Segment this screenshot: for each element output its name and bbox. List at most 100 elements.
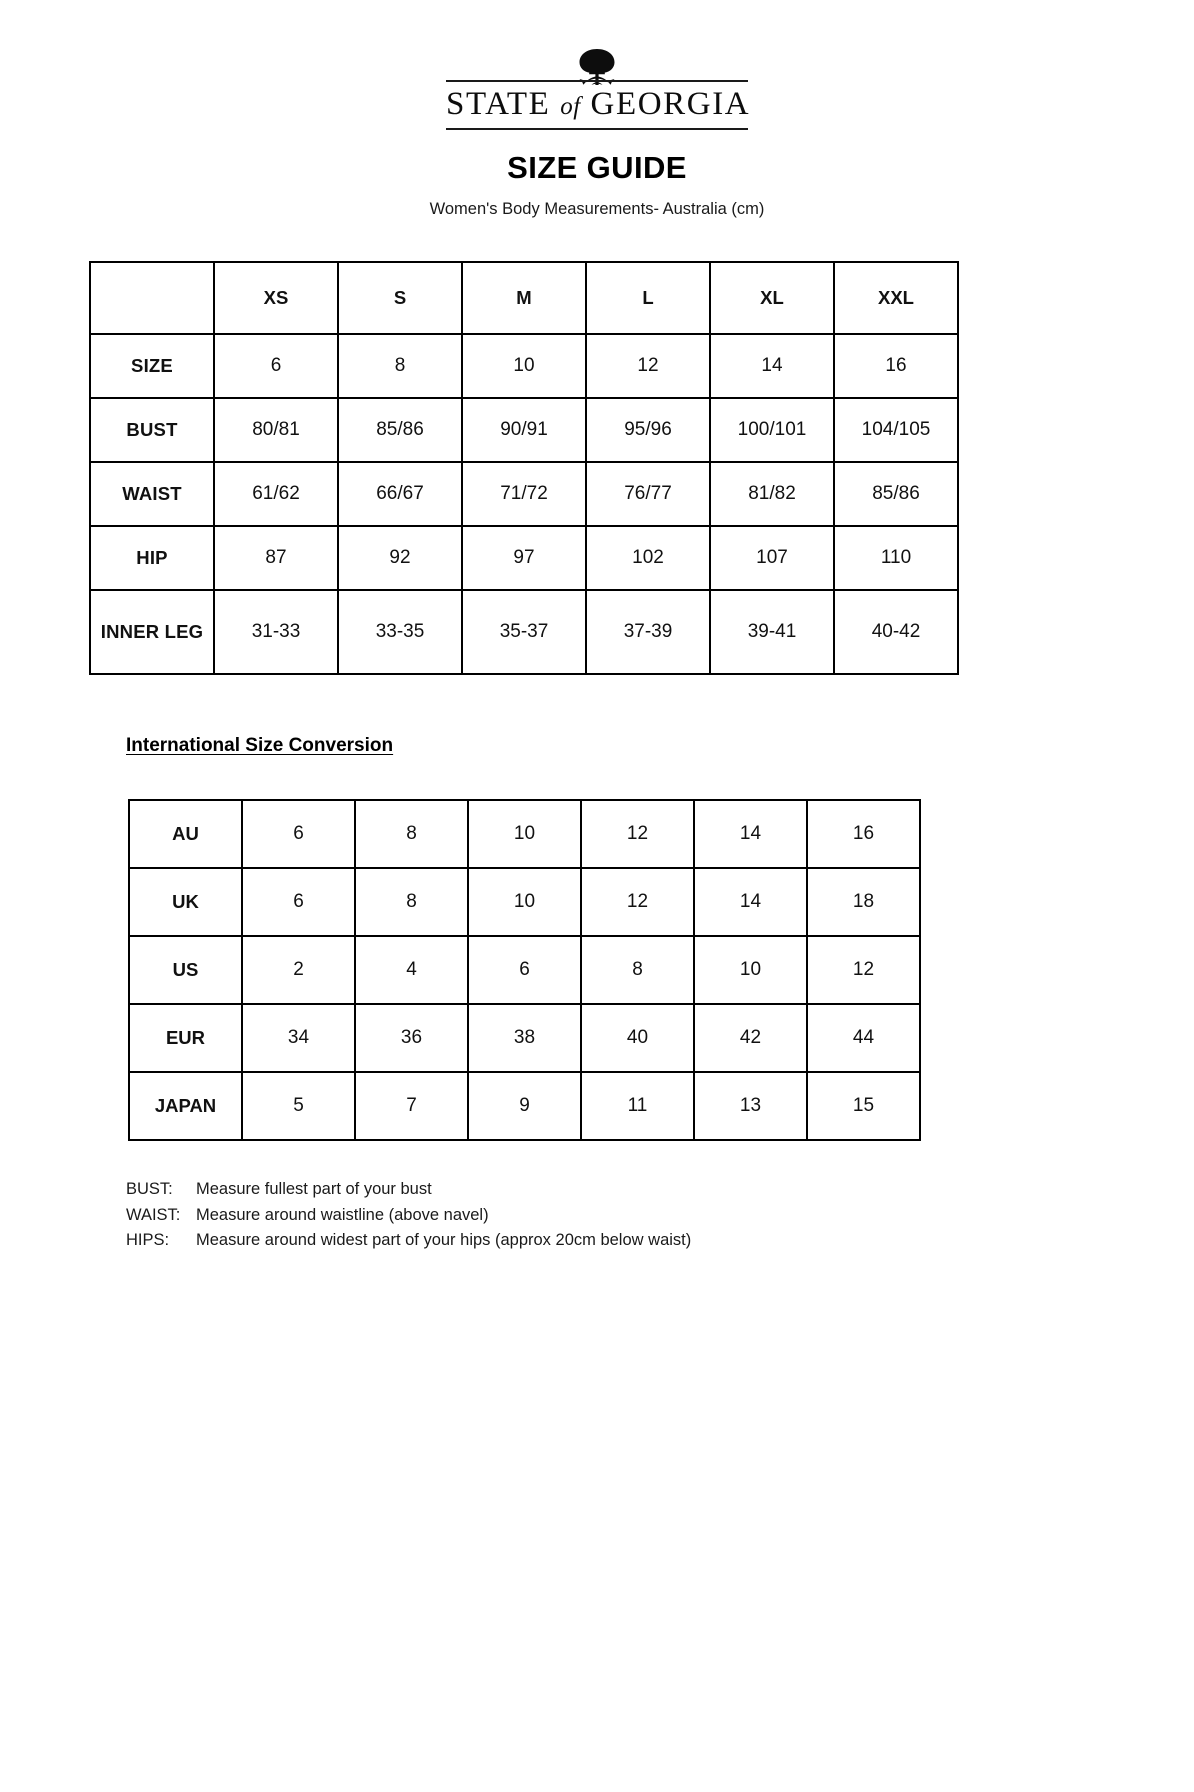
row-label-eur: EUR	[128, 1003, 243, 1074]
cell-us-1: 2	[241, 935, 356, 1006]
cell-size-xl: 14	[709, 333, 835, 400]
page-subtitle: Women's Body Measurements- Australia (cm…	[429, 200, 765, 219]
cell-inner-leg-xxl: 40-42	[833, 589, 959, 676]
cell-waist-l: 76/77	[585, 461, 711, 528]
cell-us-3: 6	[467, 935, 582, 1006]
brand-wordmark: STATE of GEORGIA	[446, 80, 751, 131]
cell-au-1: 6	[241, 799, 356, 870]
cell-us-2: 4	[354, 935, 469, 1006]
cell-au-5: 14	[693, 799, 808, 870]
international-conversion-table: AU 6 8 10 12 14 16 UK 6 8 10 12 14 18 US…	[128, 799, 921, 1142]
brand-name-of: of	[560, 93, 581, 120]
cell-au-6: 16	[806, 799, 921, 870]
cell-eur-2: 36	[354, 1003, 469, 1074]
row-label-inner-leg: INNER LEG	[89, 589, 215, 676]
row-label-us: US	[128, 935, 243, 1006]
note-label-hips: HIPS:	[126, 1231, 170, 1250]
cell-size-s: 8	[337, 333, 463, 400]
note-text-bust: Measure fullest part of your bust	[196, 1180, 432, 1199]
table-row: HIP 87 92 97 102 107 110	[89, 525, 959, 592]
table-row: WAIST 61/62 66/67 71/72 76/77 81/82 85/8…	[89, 461, 959, 528]
column-header-xxl: XXL	[833, 261, 959, 336]
cell-au-2: 8	[354, 799, 469, 870]
brand-name-part1: STATE	[446, 86, 551, 122]
measurement-notes: BUST: Measure fullest part of your bust …	[126, 1177, 1194, 1254]
cell-hip-xl: 107	[709, 525, 835, 592]
cell-waist-s: 66/67	[337, 461, 463, 528]
cell-japan-3: 9	[467, 1071, 582, 1142]
cell-waist-xs: 61/62	[213, 461, 339, 528]
cell-inner-leg-m: 35-37	[461, 589, 587, 676]
table-row: BUST 80/81 85/86 90/91 95/96 100/101 104…	[89, 397, 959, 464]
cell-inner-leg-xl: 39-41	[709, 589, 835, 676]
table-row: EUR 34 36 38 40 42 44	[128, 1003, 921, 1074]
table-header-row: XS S M L XL XXL	[89, 261, 959, 336]
page-title: SIZE GUIDE	[507, 150, 687, 186]
cell-uk-6: 18	[806, 867, 921, 938]
corner-cell	[89, 261, 215, 336]
cell-japan-6: 15	[806, 1071, 921, 1142]
conversion-heading: International Size Conversion	[126, 735, 394, 757]
note-label-waist: WAIST:	[126, 1205, 181, 1224]
row-label-bust: BUST	[89, 397, 215, 464]
cell-au-4: 12	[580, 799, 695, 870]
cell-waist-xl: 81/82	[709, 461, 835, 528]
note-bust: BUST: Measure fullest part of your bust	[126, 1177, 1194, 1203]
cell-bust-s: 85/86	[337, 397, 463, 464]
cell-bust-xxl: 104/105	[833, 397, 959, 464]
cell-hip-m: 97	[461, 525, 587, 592]
note-waist: WAIST: Measure around waistline (above n…	[126, 1203, 1194, 1229]
cell-japan-2: 7	[354, 1071, 469, 1142]
note-label-bust: BUST:	[126, 1180, 173, 1199]
cell-bust-xs: 80/81	[213, 397, 339, 464]
cell-eur-1: 34	[241, 1003, 356, 1074]
table-row: SIZE 6 8 10 12 14 16	[89, 333, 959, 400]
cell-size-m: 10	[461, 333, 587, 400]
cell-hip-xs: 87	[213, 525, 339, 592]
brand-name-part2: GEORGIA	[590, 86, 751, 122]
row-label-uk: UK	[128, 867, 243, 938]
column-header-xs: XS	[213, 261, 339, 336]
column-header-s: S	[337, 261, 463, 336]
table-row: UK 6 8 10 12 14 18	[128, 867, 921, 938]
note-text-waist: Measure around waistline (above navel)	[196, 1205, 489, 1224]
row-label-au: AU	[128, 799, 243, 870]
cell-inner-leg-xs: 31-33	[213, 589, 339, 676]
cell-waist-xxl: 85/86	[833, 461, 959, 528]
column-header-l: L	[585, 261, 711, 336]
cell-size-xs: 6	[213, 333, 339, 400]
cell-us-4: 8	[580, 935, 695, 1006]
cell-waist-m: 71/72	[461, 461, 587, 528]
table-row: US 2 4 6 8 10 12	[128, 935, 921, 1006]
cell-hip-l: 102	[585, 525, 711, 592]
column-header-xl: XL	[709, 261, 835, 336]
cell-japan-1: 5	[241, 1071, 356, 1142]
row-label-japan: JAPAN	[128, 1071, 243, 1142]
cell-uk-3: 10	[467, 867, 582, 938]
cell-size-l: 12	[585, 333, 711, 400]
cell-hip-s: 92	[337, 525, 463, 592]
cell-bust-l: 95/96	[585, 397, 711, 464]
cell-japan-4: 11	[580, 1071, 695, 1142]
cell-bust-m: 90/91	[461, 397, 587, 464]
cell-eur-5: 42	[693, 1003, 808, 1074]
cell-eur-4: 40	[580, 1003, 695, 1074]
table-row: INNER LEG 31-33 33-35 35-37 37-39 39-41 …	[89, 589, 959, 676]
row-label-waist: WAIST	[89, 461, 215, 528]
cell-uk-5: 14	[693, 867, 808, 938]
cell-eur-3: 38	[467, 1003, 582, 1074]
cell-inner-leg-l: 37-39	[585, 589, 711, 676]
cell-hip-xxl: 110	[833, 525, 959, 592]
table-row: JAPAN 5 7 9 11 13 15	[128, 1071, 921, 1142]
note-text-hips: Measure around widest part of your hips …	[196, 1231, 692, 1250]
cell-bust-xl: 100/101	[709, 397, 835, 464]
cell-uk-2: 8	[354, 867, 469, 938]
cell-us-5: 10	[693, 935, 808, 1006]
size-measurements-table: XS S M L XL XXL SIZE 6 8 10 12 14 16 BUS…	[89, 261, 959, 676]
table-row: AU 6 8 10 12 14 16	[128, 799, 921, 870]
row-label-size: SIZE	[89, 333, 215, 400]
cell-uk-4: 12	[580, 867, 695, 938]
brand-header: STATE of GEORGIA	[0, 0, 1194, 131]
cell-inner-leg-s: 33-35	[337, 589, 463, 676]
cell-uk-1: 6	[241, 867, 356, 938]
